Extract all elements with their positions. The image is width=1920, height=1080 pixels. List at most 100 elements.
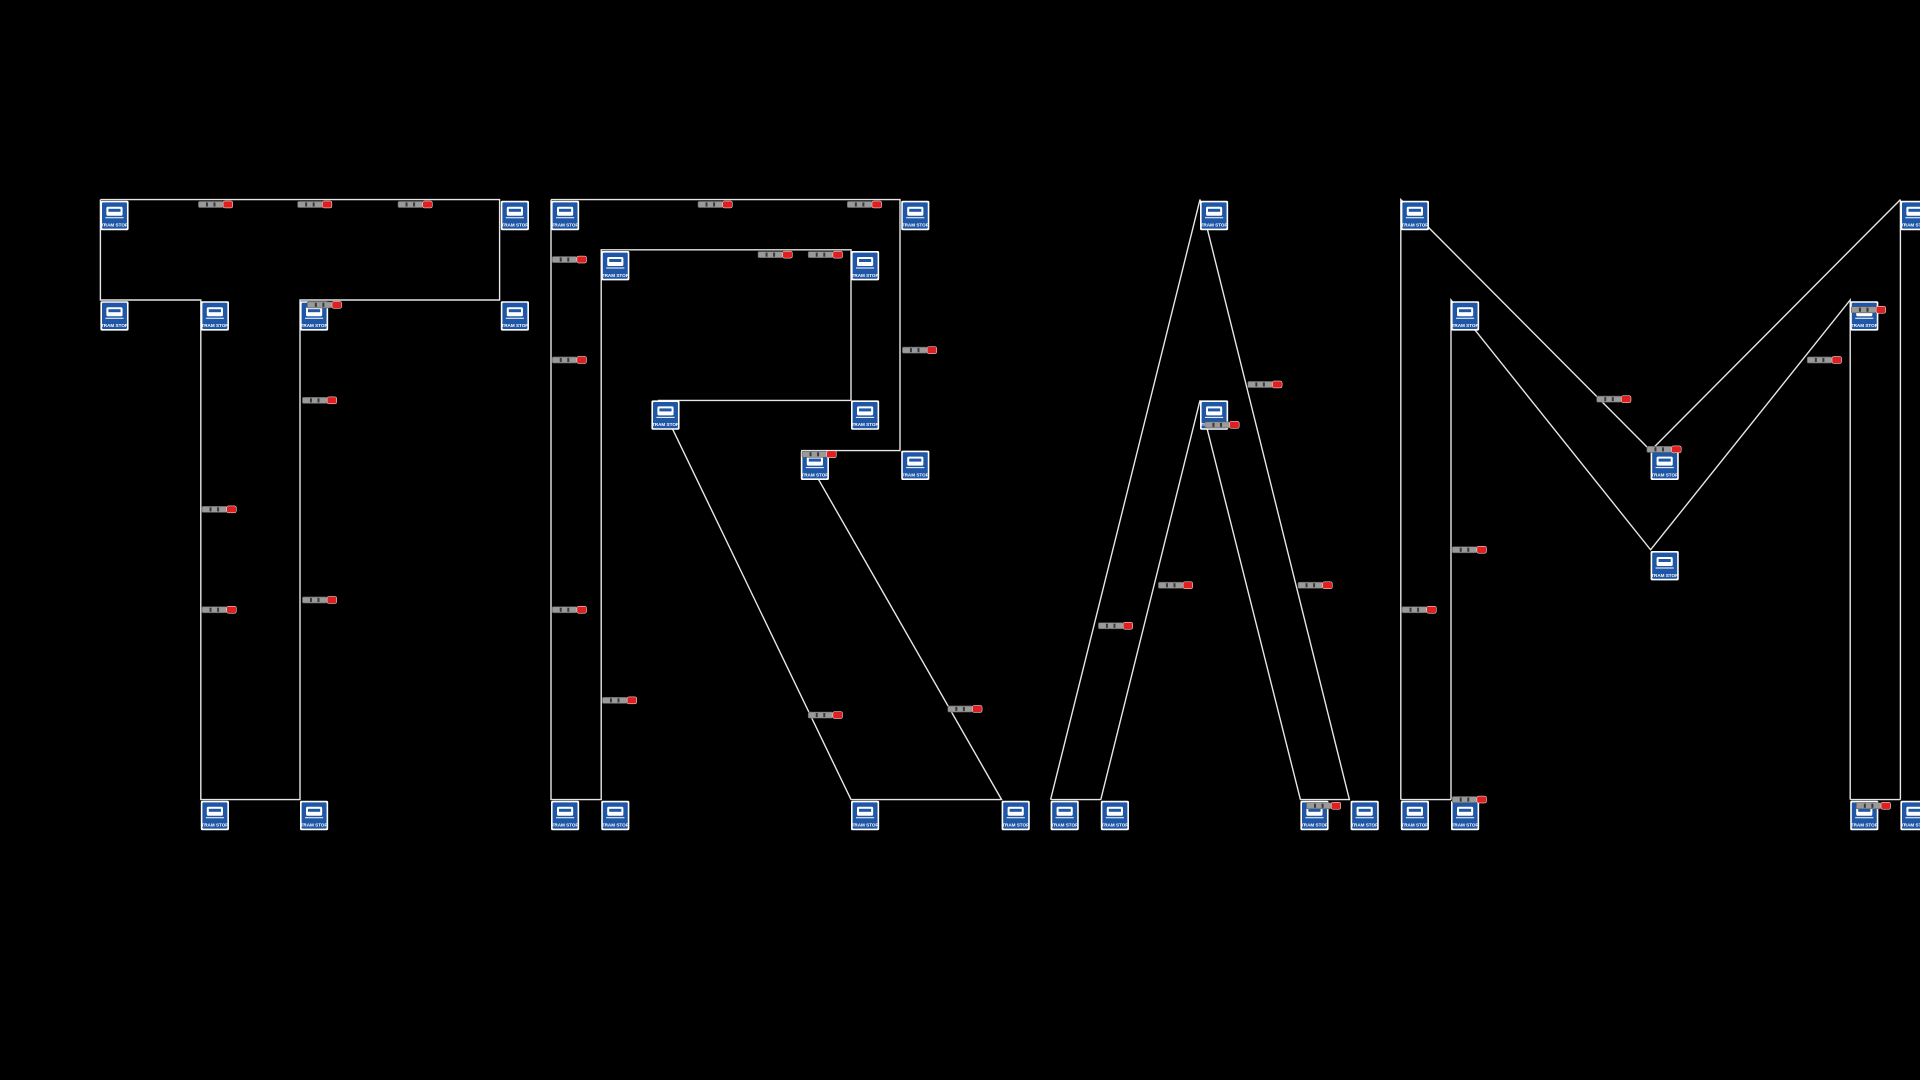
tram-stop-label: TRAM STOP [1051, 823, 1078, 828]
tram-stop-label: TRAM STOP [1401, 223, 1428, 228]
tram-vehicle-icon[interactable] [1451, 546, 1487, 554]
tram-stop-sign-icon[interactable]: TRAM STOP [1900, 800, 1920, 831]
tram-vehicle-icon[interactable] [1856, 802, 1891, 810]
tram-stop-sign-icon[interactable]: TRAM STOP [901, 450, 930, 480]
tram-vehicle-icon[interactable] [947, 705, 983, 713]
tram-vehicle-icon[interactable] [1401, 606, 1437, 614]
tram-stop-label: TRAM STOP [652, 422, 679, 427]
tram-vehicle-icon[interactable] [697, 200, 733, 209]
tram-stop-sign-icon[interactable]: TRAM STOP [1050, 800, 1079, 831]
tram-vehicle-icon[interactable] [807, 711, 843, 719]
tram-vehicle-icon[interactable] [807, 250, 843, 259]
tram-vehicle-icon[interactable] [551, 255, 587, 264]
tram-stop-label: TRAM STOP [902, 223, 929, 228]
tram-stop-sign-icon[interactable]: TRAM STOP [100, 200, 129, 231]
tram-vehicle-icon[interactable] [1807, 356, 1842, 364]
tram-stop-sign-icon[interactable]: TRAM STOP [1900, 200, 1920, 231]
tram-vehicle-icon[interactable] [201, 606, 237, 614]
tram-stop-label: TRAM STOP [602, 823, 629, 828]
tram-stop-sign-icon[interactable]: TRAM STOP [100, 301, 129, 331]
tram-stop-label: TRAM STOP [852, 273, 879, 278]
tram-stop-sign-icon[interactable]: TRAM STOP [551, 200, 580, 231]
tram-stop-label: TRAM STOP [852, 823, 879, 828]
tram-stop-label: TRAM STOP [201, 823, 228, 828]
tram-stop-sign-icon[interactable]: TRAM STOP [551, 800, 580, 831]
tram-stop-label: TRAM STOP [552, 823, 579, 828]
tram-stop-sign-icon[interactable]: TRAM STOP [851, 800, 880, 831]
tram-stop-label: TRAM STOP [1651, 573, 1678, 578]
tram-vehicle-icon[interactable] [198, 200, 233, 209]
tram-stop-label: TRAM STOP [1101, 823, 1128, 828]
tram-vehicle-icon[interactable] [1098, 622, 1133, 630]
tram-stop-label: TRAM STOP [552, 223, 579, 228]
tram-stop-sign-icon[interactable]: TRAM STOP [651, 400, 680, 430]
tram-stop-sign-icon[interactable]: TRAM STOP [851, 251, 880, 281]
tram-vehicle-icon[interactable] [1451, 795, 1487, 804]
tram-layer [198, 200, 1891, 810]
tram-stop-sign-icon[interactable]: TRAM STOP [601, 251, 630, 281]
tram-stop-label: TRAM STOP [1401, 823, 1428, 828]
tram-stop-sign-icon[interactable]: TRAM STOP [800, 450, 829, 480]
tram-stop-sign-icon[interactable]: TRAM STOP [300, 301, 329, 331]
tram-stop-sign-icon[interactable]: TRAM STOP [1350, 800, 1379, 831]
tram-stop-sign-icon[interactable]: TRAM STOP [1650, 551, 1679, 581]
tram-stop-sign-icon[interactable]: TRAM STOP [1200, 200, 1229, 231]
track-segment [1450, 298, 1851, 800]
tram-vehicle-icon[interactable] [1297, 581, 1333, 589]
tram-vehicle-icon[interactable] [306, 301, 342, 309]
stop-layer: TRAM STOP TRAM STOP TRAM STOP TRAM STOP TRAM… [100, 200, 1920, 831]
track-segment [99, 198, 501, 801]
tram-stop-sign-icon[interactable]: TRAM STOP [1400, 800, 1429, 831]
tram-stop-sign-icon[interactable]: TRAM STOP [200, 800, 229, 831]
tram-stop-sign-icon[interactable]: TRAM STOP [300, 800, 329, 831]
tram-stop-label: TRAM STOP [1201, 223, 1228, 228]
track-segment [1400, 197, 1901, 800]
tram-stop-label: TRAM STOP [1851, 323, 1878, 328]
tram-stop-sign-icon[interactable]: TRAM STOP [500, 200, 529, 231]
tram-vehicle-icon[interactable] [201, 505, 237, 514]
tram-stop-sign-icon[interactable]: TRAM STOP [1850, 301, 1879, 331]
tram-stop-sign-icon[interactable]: TRAM STOP [901, 200, 930, 231]
tram-vehicle-icon[interactable] [1204, 421, 1240, 429]
tram-vehicle-icon[interactable] [397, 200, 433, 209]
tram-stop-label: TRAM STOP [1452, 323, 1479, 328]
tram-vehicle-icon[interactable] [551, 606, 587, 614]
tram-stop-sign-icon[interactable]: TRAM STOP [601, 800, 630, 831]
tram-stop-sign-icon[interactable]: TRAM STOP [500, 301, 529, 331]
tram-stop-sign-icon[interactable]: TRAM STOP [1451, 800, 1480, 831]
tram-vehicle-icon[interactable] [846, 200, 882, 209]
tram-vehicle-icon[interactable] [302, 596, 337, 604]
tram-stop-sign-icon[interactable]: TRAM STOP [1001, 800, 1030, 831]
tram-stop-sign-icon[interactable]: TRAM STOP [1100, 800, 1129, 831]
tram-stop-label: TRAM STOP [501, 223, 528, 228]
tram-vehicle-icon[interactable] [757, 250, 793, 259]
tram-stop-label: TRAM STOP [602, 273, 629, 278]
tram-vehicle-icon[interactable] [1596, 395, 1632, 403]
tram-vehicle-icon[interactable] [1646, 445, 1682, 454]
tram-vehicle-icon[interactable] [801, 450, 837, 458]
tram-vehicle-icon[interactable] [1158, 581, 1193, 589]
tram-stop-sign-icon[interactable]: TRAM STOP [1400, 200, 1429, 231]
tram-vehicle-icon[interactable] [602, 696, 637, 705]
tram-stop-sign-icon[interactable]: TRAM STOP [200, 301, 229, 331]
tram-stop-label: TRAM STOP [1351, 823, 1378, 828]
tram-vehicle-icon[interactable] [902, 346, 937, 354]
tram-stop-sign-icon[interactable]: TRAM STOP [851, 400, 880, 430]
tram-stop-sign-icon[interactable]: TRAM STOP [1451, 301, 1480, 331]
tram-stop-label: TRAM STOP [1301, 823, 1328, 828]
tram-stop-label: TRAM STOP [852, 422, 879, 427]
tram-vehicle-icon[interactable] [1247, 380, 1283, 389]
tram-vehicle-icon[interactable] [302, 396, 337, 405]
tram-vehicle-icon[interactable] [551, 356, 587, 364]
tram-stop-label: TRAM STOP [1002, 823, 1029, 828]
tram-stop-label: TRAM STOP [1651, 472, 1678, 477]
tram-vehicle-icon[interactable] [1306, 802, 1342, 810]
tram-vehicle-icon[interactable] [297, 200, 333, 209]
track-layer [99, 197, 1902, 801]
tram-stop-label: TRAM STOP [1901, 223, 1920, 228]
tram-stop-sign-icon[interactable]: TRAM STOP [1650, 450, 1679, 480]
tram-stop-label: TRAM STOP [1851, 823, 1878, 828]
tram-vehicle-icon[interactable] [1851, 306, 1886, 314]
